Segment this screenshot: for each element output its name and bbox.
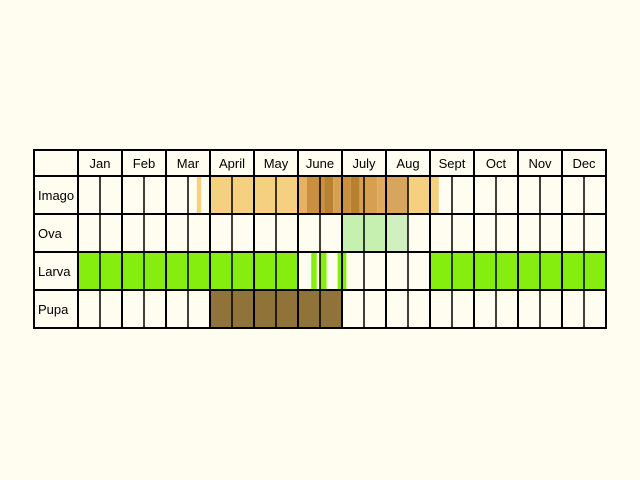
- row-label-larva: Larva: [38, 264, 71, 279]
- period-imago-3: [306, 176, 325, 214]
- month-header: April: [219, 156, 245, 171]
- period-imago-7: [350, 176, 360, 214]
- row-label-imago: Imago: [38, 188, 74, 203]
- period-larva-1: [311, 252, 317, 290]
- month-header: Mar: [177, 156, 200, 171]
- month-header: Aug: [396, 156, 419, 171]
- period-imago-5: [333, 176, 342, 214]
- month-header: Dec: [572, 156, 596, 171]
- month-header: May: [264, 156, 289, 171]
- period-imago-4: [324, 176, 334, 214]
- period-imago-10: [386, 176, 408, 214]
- grid-lines: [33, 149, 607, 329]
- period-imago-11: [408, 176, 439, 214]
- period-imago-9: [377, 176, 386, 214]
- month-header: Jan: [90, 156, 111, 171]
- month-header: Oct: [486, 156, 507, 171]
- month-header: Sept: [439, 156, 466, 171]
- period-imago-6: [342, 176, 351, 214]
- period-imago-8: [359, 176, 378, 214]
- labels: Jan Feb Mar April May June July Aug Sept Oct Nov De…: [38, 156, 596, 317]
- period-imago-2: [298, 176, 307, 214]
- month-header: June: [306, 156, 334, 171]
- period-ova-1: [386, 214, 408, 252]
- month-header: Feb: [133, 156, 155, 171]
- month-header: July: [352, 156, 376, 171]
- period-larva-2: [320, 252, 327, 290]
- row-label-pupa: Pupa: [38, 302, 69, 317]
- row-label-ova: Ova: [38, 226, 63, 241]
- month-header: Nov: [528, 156, 552, 171]
- period-imago-0: [196, 176, 202, 214]
